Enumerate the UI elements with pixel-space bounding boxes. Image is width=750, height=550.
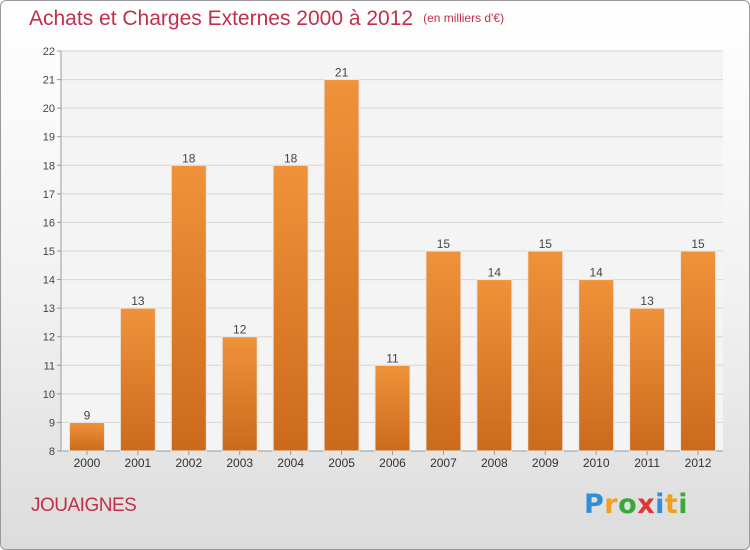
y-tick-label: 12	[43, 332, 55, 344]
x-tick-label: 2011	[634, 456, 660, 470]
bar	[170, 164, 207, 452]
x-tick-label: 2002	[175, 456, 202, 470]
y-tick-label: 8	[49, 446, 55, 458]
logo-letter: o	[618, 489, 638, 520]
x-tick-label: 2009	[532, 456, 559, 470]
y-tick-label: 21	[43, 75, 55, 87]
bar-value-label: 18	[182, 151, 196, 165]
x-tick-label: 2005	[328, 456, 355, 470]
bar-value-label: 15	[437, 237, 451, 251]
x-tick-label: 2008	[481, 456, 508, 470]
bar	[578, 279, 615, 452]
chart-title: Achats et Charges Externes 2000 à 2012 (e…	[29, 7, 504, 31]
y-tick-label: 15	[43, 246, 55, 258]
bar-value-label: 15	[691, 237, 705, 251]
bar-value-label: 21	[335, 66, 349, 80]
bar-value-label: 13	[131, 294, 145, 308]
logo-letter: r	[604, 489, 619, 520]
y-tick-label: 16	[43, 217, 55, 229]
bar	[221, 336, 258, 452]
bar	[629, 307, 666, 452]
bar-value-label: 9	[84, 408, 91, 422]
logo-letter: t	[664, 489, 679, 520]
bar	[476, 279, 513, 452]
y-tick-label: 20	[43, 103, 55, 115]
bar-value-label: 14	[488, 266, 502, 280]
bar	[119, 307, 156, 452]
bar	[323, 79, 360, 452]
x-tick-label: 2010	[583, 456, 610, 470]
logo-letter: P	[584, 489, 605, 520]
y-tick-label: 11	[44, 360, 55, 372]
bar-value-label: 11	[386, 351, 399, 365]
bar	[68, 421, 105, 452]
logo-letter: x	[637, 489, 656, 520]
y-tick-label: 18	[43, 160, 55, 172]
x-tick-label: 2012	[685, 456, 712, 470]
bar-value-label: 15	[539, 237, 553, 251]
y-tick-label: 10	[43, 389, 55, 401]
chart-unit: (en milliers d'€)	[423, 11, 505, 25]
logo-letter: i	[678, 489, 689, 520]
bar	[374, 364, 411, 452]
bar	[425, 250, 462, 452]
y-tick-label: 14	[43, 275, 55, 287]
x-tick-label: 2003	[226, 456, 253, 470]
bar-value-label: 18	[284, 151, 298, 165]
bar-value-label: 12	[233, 323, 247, 337]
bar	[680, 250, 717, 452]
commune-name: JOUAIGNES	[31, 495, 137, 516]
x-tick-label: 2001	[125, 456, 152, 470]
x-tick-label: 2006	[379, 456, 406, 470]
proxiti-logo: Proxiti	[584, 489, 688, 520]
chart-title-text: Achats et Charges Externes 2000 à 2012	[29, 7, 414, 30]
bar	[272, 164, 309, 452]
y-tick-label: 17	[43, 189, 55, 201]
x-tick-label: 2007	[430, 456, 457, 470]
logo-letter: i	[655, 489, 665, 520]
x-tick-label: 2000	[74, 456, 101, 470]
bar	[527, 250, 564, 452]
y-tick-label: 13	[43, 303, 55, 315]
bar-value-label: 14	[590, 266, 604, 280]
bar-value-label: 13	[640, 294, 654, 308]
x-tick-label: 2004	[277, 456, 304, 470]
y-tick-label: 19	[43, 132, 55, 144]
y-tick-label: 9	[49, 417, 55, 429]
y-tick-label: 22	[43, 46, 55, 58]
